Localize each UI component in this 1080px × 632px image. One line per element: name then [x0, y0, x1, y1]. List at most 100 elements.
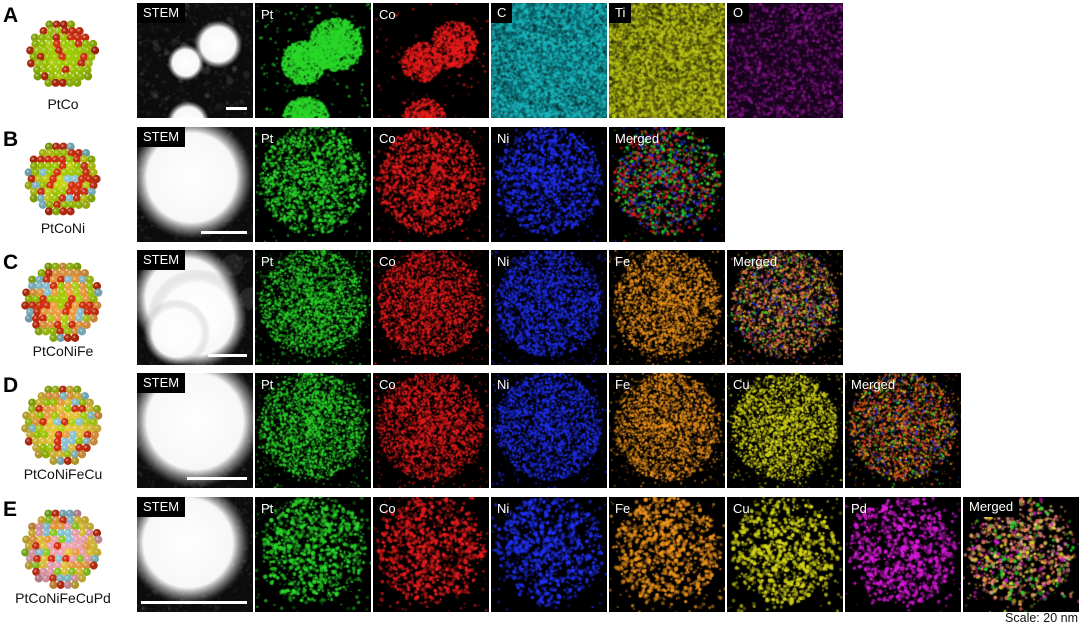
atom-highlight — [60, 189, 64, 193]
atom-highlight — [69, 439, 73, 442]
atom-highlight — [37, 277, 40, 281]
atom — [42, 398, 51, 407]
atom — [82, 561, 91, 570]
atom-highlight — [46, 189, 49, 193]
atom-highlight — [58, 335, 62, 339]
atom-highlight — [91, 543, 95, 547]
atom-highlight — [74, 264, 78, 268]
atom — [75, 542, 84, 551]
atom-highlight — [62, 543, 66, 547]
atom — [29, 155, 38, 164]
atom-highlight — [69, 170, 73, 173]
atom-highlight — [31, 163, 35, 167]
atom-highlight — [42, 74, 46, 77]
atom-highlight — [39, 35, 43, 38]
atom-highlight — [80, 550, 84, 553]
atom-highlight — [74, 387, 78, 391]
atom — [51, 194, 60, 203]
atom — [53, 27, 63, 36]
atom-highlight — [51, 335, 54, 339]
atom-highlight — [55, 543, 59, 547]
atom-highlight — [67, 413, 70, 416]
atom — [34, 174, 44, 184]
atom — [57, 398, 66, 407]
atom — [86, 548, 95, 557]
atom-highlight — [44, 530, 47, 534]
atom-highlight — [69, 296, 73, 300]
atom — [28, 424, 37, 433]
atom — [27, 174, 36, 184]
atom — [42, 301, 52, 310]
atom-highlight — [62, 563, 66, 566]
atom-highlight — [94, 426, 98, 429]
panel-ni-image — [491, 373, 607, 488]
panel-merged: Merged — [609, 127, 725, 242]
atom — [90, 430, 99, 440]
atom — [28, 529, 37, 538]
atom — [78, 522, 87, 531]
atom-highlight — [84, 439, 87, 442]
atom — [60, 418, 69, 427]
panel-label-merged: Merged — [851, 377, 896, 392]
atom-highlight — [40, 543, 44, 547]
atom-highlight — [66, 426, 69, 429]
panel-fe: Fe — [609, 497, 725, 612]
atom — [60, 200, 69, 209]
atom — [73, 187, 82, 196]
atom-highlight — [72, 582, 76, 586]
atom — [51, 187, 60, 196]
atom-highlight — [41, 322, 44, 326]
atom — [57, 522, 66, 531]
atom — [35, 529, 44, 538]
atom-highlight — [76, 150, 80, 154]
scale-bar — [201, 231, 247, 234]
atom — [71, 405, 80, 414]
atom-highlight — [26, 563, 30, 566]
atom-highlight — [84, 445, 88, 449]
atom — [72, 194, 82, 203]
atom-highlight — [41, 445, 44, 449]
atom-highlight — [26, 419, 30, 423]
atom — [44, 52, 53, 62]
atom — [68, 542, 77, 551]
atom-highlight — [76, 41, 80, 45]
atom-highlight — [83, 41, 87, 45]
atom-highlight — [83, 170, 87, 173]
atom-highlight — [60, 54, 63, 58]
atom — [51, 385, 60, 394]
atom — [57, 548, 66, 557]
atom — [31, 168, 40, 177]
atom-highlight — [46, 517, 50, 521]
atom-highlight — [82, 393, 86, 397]
atom-highlight — [51, 524, 55, 528]
atom — [51, 535, 60, 544]
atom — [89, 181, 98, 190]
atom-highlight — [67, 54, 71, 58]
atom-highlight — [62, 569, 66, 573]
atom-highlight — [81, 54, 85, 58]
atom-highlight — [48, 419, 51, 423]
atom — [76, 72, 85, 81]
atom-highlight — [27, 556, 31, 560]
atom — [40, 65, 49, 74]
atom-highlight — [65, 524, 69, 528]
atom — [45, 20, 54, 29]
atom — [67, 200, 76, 209]
panel-label-ni: Ni — [497, 377, 510, 392]
atom-highlight — [48, 569, 52, 573]
atom-highlight — [40, 563, 44, 566]
atom — [69, 46, 78, 55]
atom — [46, 320, 55, 329]
nanoparticle-model-ptconifecu — [21, 385, 103, 465]
atom — [49, 327, 58, 336]
panel-pt: Pt — [255, 497, 371, 612]
atom-highlight — [31, 537, 34, 540]
atom — [85, 174, 94, 184]
atom — [60, 168, 69, 177]
atom-highlight — [42, 309, 45, 313]
atom-highlight — [33, 170, 37, 173]
atom-highlight — [53, 144, 57, 148]
atom — [37, 392, 46, 401]
atom-highlight — [80, 283, 83, 287]
atom — [94, 288, 103, 297]
